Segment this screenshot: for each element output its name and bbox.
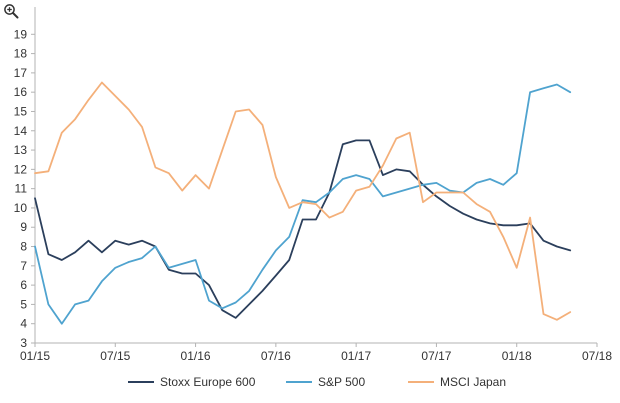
y-tick-label: 3	[20, 336, 27, 350]
y-tick-label: 10	[14, 201, 28, 215]
legend: Stoxx Europe 600 S&P 500 MSCI Japan	[128, 375, 506, 389]
x-tick-label: 01/15	[20, 349, 50, 363]
x-tick-label: 07/18	[582, 349, 612, 363]
y-tick-label: 4	[20, 317, 27, 331]
legend-label-0: Stoxx Europe 600	[160, 375, 256, 389]
y-tick-label: 17	[14, 66, 28, 80]
y-tick-label: 18	[14, 47, 28, 61]
y-tick-label: 5	[20, 297, 27, 311]
legend-label-2: MSCI Japan	[440, 375, 506, 389]
y-tick-label: 7	[20, 259, 27, 273]
y-tick-label: 15	[14, 104, 28, 118]
x-tick-label: 01/16	[181, 349, 211, 363]
series-layer	[34, 81, 572, 325]
x-tick-label: 01/17	[341, 349, 371, 363]
y-tick-label: 6	[20, 278, 27, 292]
series-line-2	[34, 81, 572, 321]
y-tick-label: 11	[15, 182, 28, 196]
y-tick-label: 16	[14, 85, 28, 99]
series-line-0	[34, 139, 572, 319]
y-axis: 3 4 5 6 7 8 9 10 11 12 13 14 15 16 17 18 19	[14, 7, 36, 350]
magnifier-plus-icon[interactable]	[3, 3, 19, 19]
y-tick-label: 9	[20, 220, 27, 234]
x-tick-label: 07/15	[100, 349, 130, 363]
series-line-1	[34, 83, 572, 325]
y-tick-label: 8	[20, 240, 27, 254]
y-tick-label: 13	[14, 143, 28, 157]
x-tick-label: 07/16	[261, 349, 291, 363]
x-tick-label: 01/18	[502, 349, 532, 363]
x-tick-label: 07/17	[421, 349, 451, 363]
x-axis: 01/15 07/15 01/16 07/16 01/17 07/17 01/18 07/18	[20, 342, 612, 363]
legend-label-1: S&P 500	[318, 375, 365, 389]
y-tick-label: 12	[14, 162, 28, 176]
y-tick-label: 14	[14, 124, 28, 138]
y-tick-label: 19	[14, 27, 28, 41]
